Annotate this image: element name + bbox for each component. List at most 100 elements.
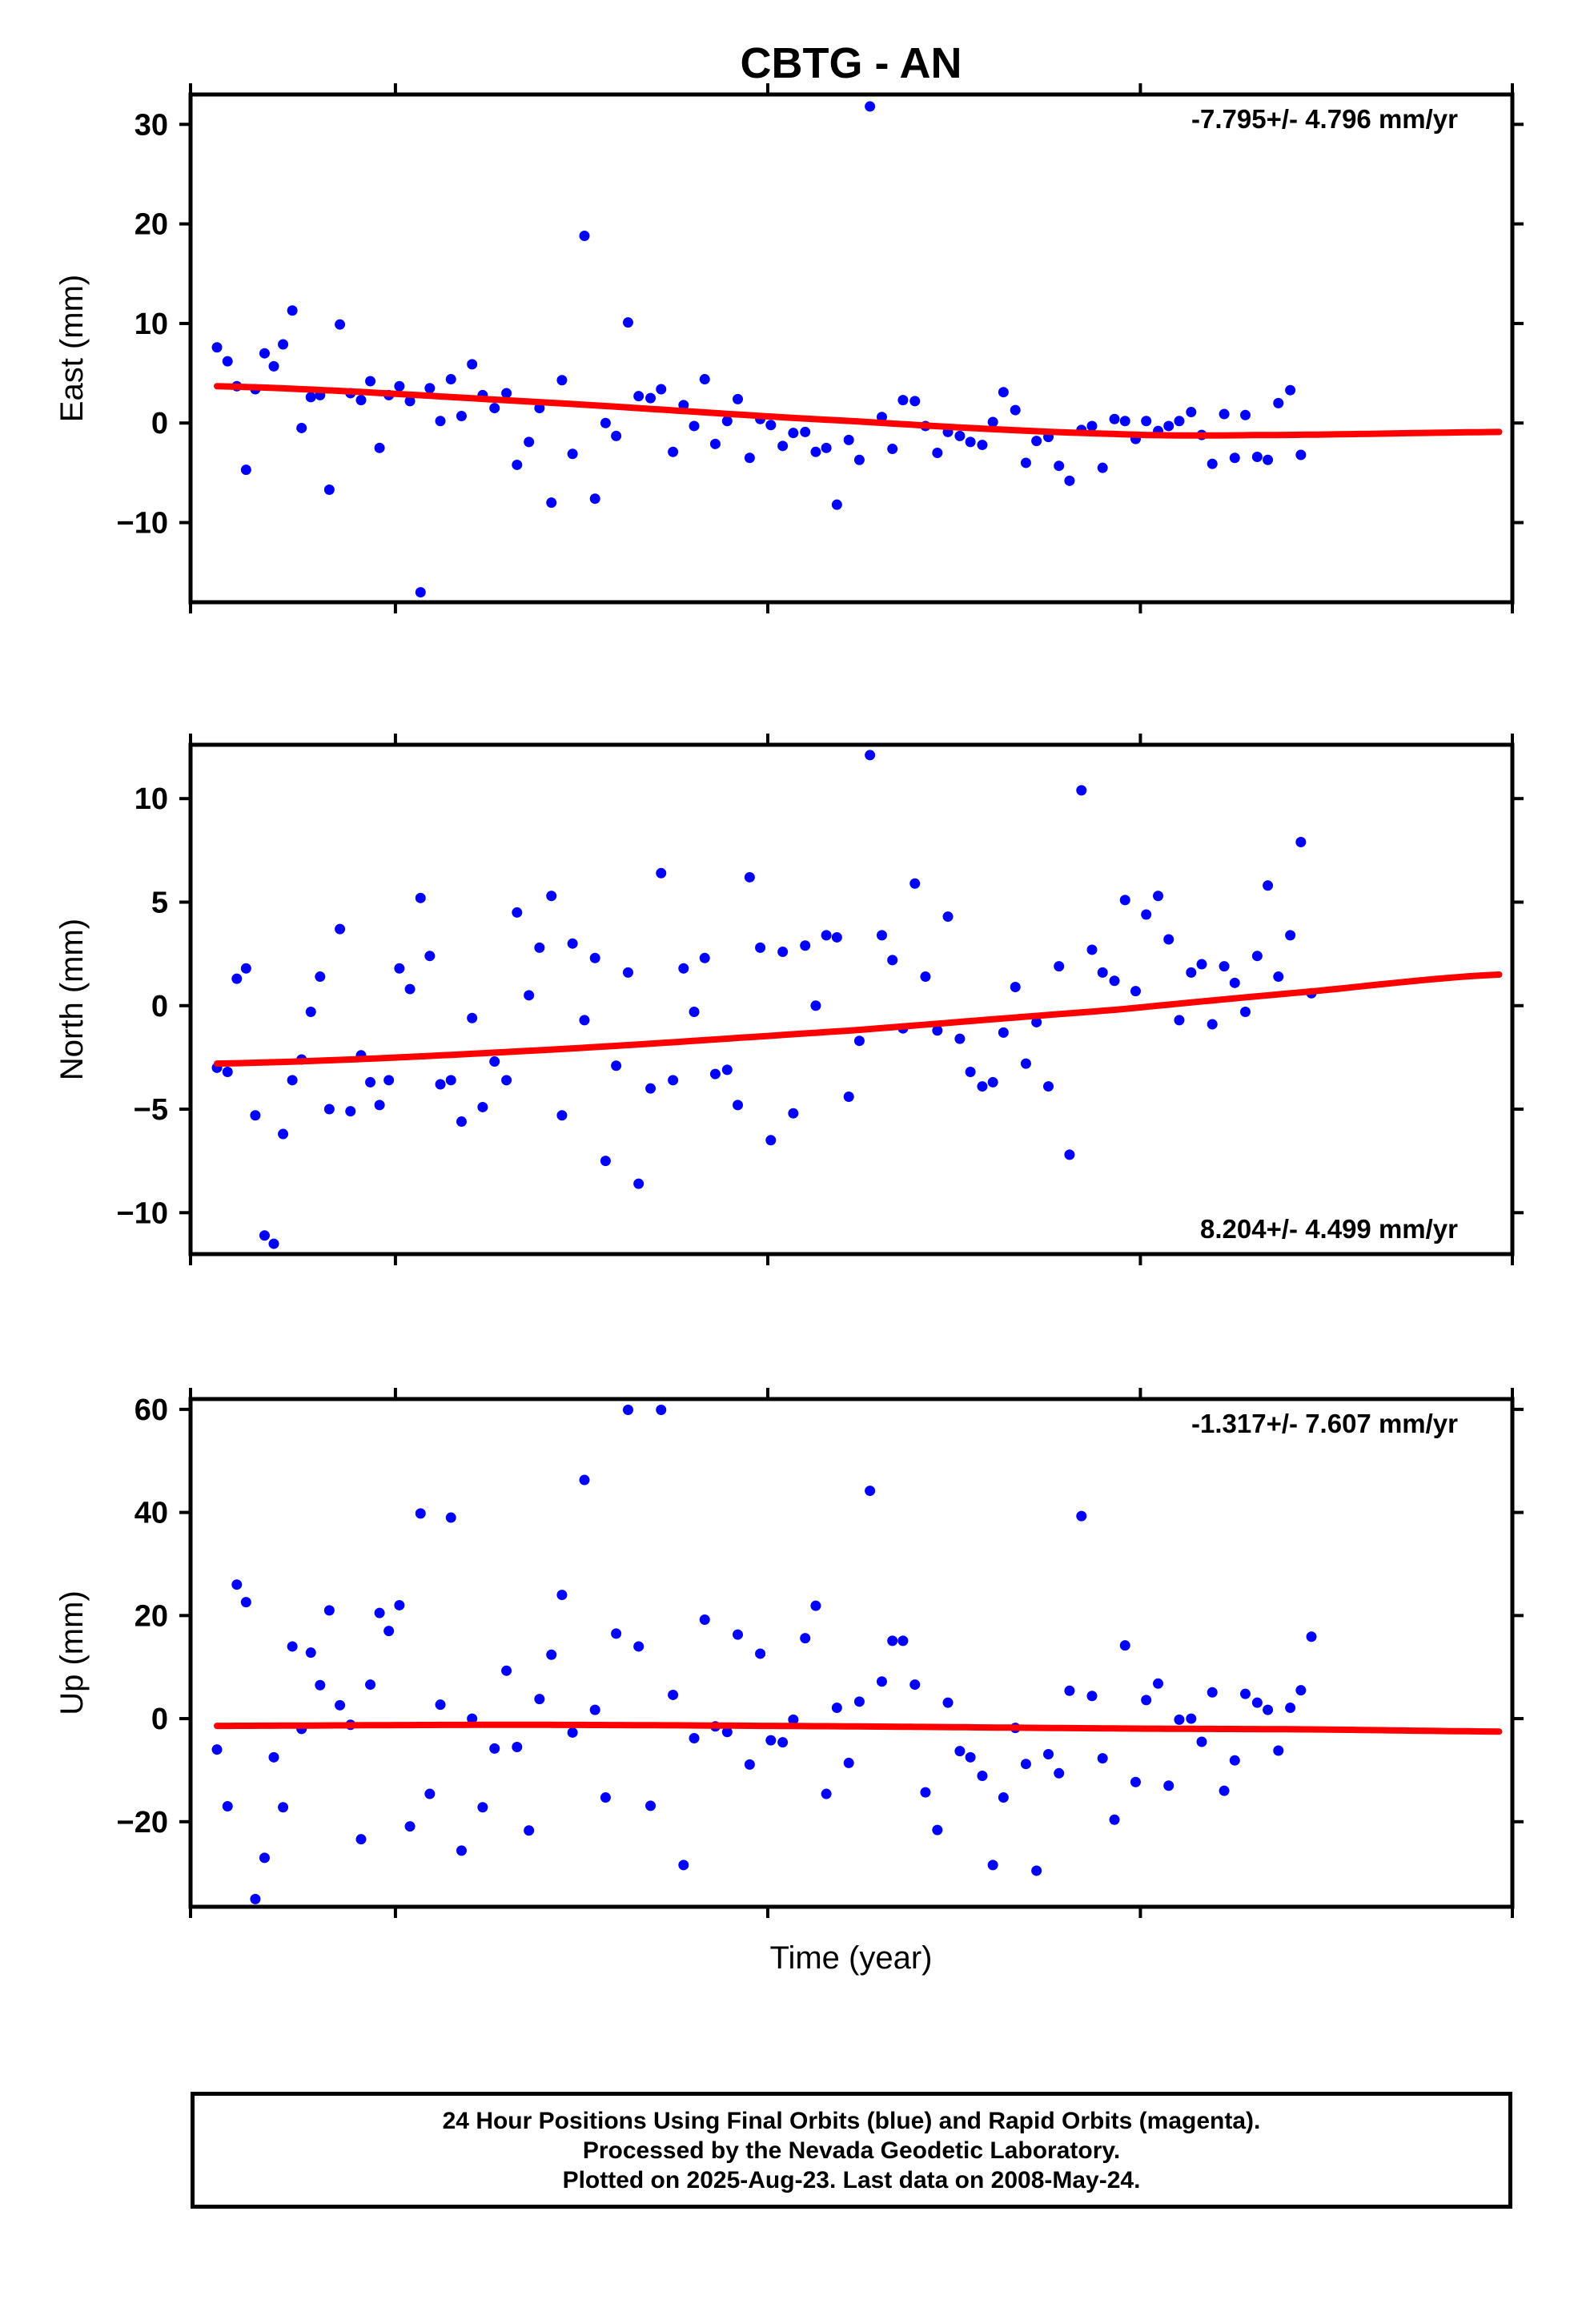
north-point (1042, 1081, 1054, 1092)
up-point (810, 1600, 821, 1611)
up-point (534, 1694, 545, 1705)
east-point (404, 396, 416, 407)
north-point (1295, 837, 1307, 848)
up-point (954, 1746, 966, 1757)
east-ytick-label-0: −10 (117, 507, 168, 541)
east-point (1097, 462, 1108, 473)
north-point (1174, 1015, 1185, 1026)
north-point (1196, 959, 1207, 970)
up-point (240, 1597, 251, 1608)
east-point (843, 434, 854, 445)
east-point (534, 403, 545, 414)
east-point (415, 587, 426, 598)
north-point (689, 1007, 700, 1018)
up-point (1064, 1685, 1075, 1696)
up-point (556, 1590, 568, 1601)
up-point (821, 1788, 832, 1799)
up-point (501, 1665, 512, 1676)
east-point (1186, 407, 1197, 418)
east-point (589, 493, 600, 505)
north-point (1086, 944, 1098, 955)
east-point (656, 384, 667, 395)
up-point (800, 1633, 811, 1644)
east-point (211, 342, 223, 353)
north-point (1130, 986, 1141, 997)
north-point (415, 892, 426, 903)
north-point (556, 1110, 568, 1121)
east-point (567, 448, 578, 460)
up-point (1086, 1691, 1098, 1702)
east-point (1119, 416, 1130, 427)
east-point (998, 387, 1009, 398)
up-point (721, 1727, 733, 1738)
east-point (645, 392, 656, 404)
north-point (668, 1075, 679, 1086)
east-point (335, 319, 346, 330)
north-point (222, 1066, 233, 1077)
east-ytick-label-3: 20 (135, 208, 168, 242)
east-point (622, 317, 633, 328)
north-point (965, 1066, 976, 1077)
east-point (524, 436, 535, 448)
up-point (477, 1802, 488, 1813)
east-point (365, 376, 376, 387)
north-point (335, 923, 346, 935)
panel-up: −20 0 20 40 60 Up (mm) -1.317+/- 7.607 mm/yr (54, 1388, 1524, 1918)
north-point (821, 930, 832, 941)
up-point (1239, 1688, 1251, 1699)
east-point (467, 359, 478, 370)
east-point (456, 411, 467, 422)
east-ytick-label-4: 30 (135, 108, 168, 142)
up-point (1186, 1713, 1197, 1724)
north-point (865, 750, 876, 761)
north-point (987, 1076, 998, 1088)
north-point (887, 955, 898, 966)
north-point (240, 963, 251, 974)
east-point (765, 420, 777, 431)
up-point (1042, 1748, 1054, 1759)
footer-line-2: Processed by the Nevada Geodetic Laborat… (582, 2137, 1121, 2164)
up-point (755, 1648, 766, 1659)
north-point (1163, 934, 1174, 945)
north-point (699, 952, 710, 963)
north-point (920, 971, 931, 983)
up-point (404, 1821, 416, 1832)
north-point (909, 878, 921, 889)
up-point (1163, 1780, 1174, 1791)
east-point (296, 422, 307, 433)
north-point (678, 963, 689, 974)
east-point (1064, 475, 1075, 486)
east-point (668, 446, 679, 457)
north-point (1207, 1019, 1218, 1030)
up-plot-frame (188, 1397, 1515, 1909)
east-point (1086, 420, 1098, 432)
east-point (1295, 449, 1307, 460)
north-point (622, 967, 633, 978)
up-point (1174, 1714, 1185, 1725)
north-point (456, 1116, 467, 1128)
north-point (876, 930, 887, 941)
east-point (1207, 458, 1218, 469)
north-point (744, 871, 755, 883)
up-point (567, 1727, 578, 1738)
north-point (1273, 971, 1284, 983)
up-point (668, 1689, 679, 1700)
north-point (788, 1108, 799, 1119)
east-point (831, 499, 842, 510)
up-point (456, 1845, 467, 1856)
panels: −10 0 10 20 30 East (mm) -7.795+/- 4.796 mm/yr… (54, 83, 1524, 1918)
east-point (810, 446, 821, 457)
up-point (211, 1744, 223, 1755)
north-point (1229, 977, 1240, 988)
north-point (345, 1106, 356, 1117)
north-point (600, 1156, 611, 1167)
north-point (231, 973, 243, 984)
east-point (1031, 436, 1042, 447)
east-point (611, 430, 622, 441)
east-point (897, 395, 909, 406)
up-point (965, 1751, 976, 1763)
panel-north: −10 −5 0 5 10 North (mm) 8.204+/- 4.499 mm/yr (54, 734, 1524, 1265)
up-point (415, 1508, 426, 1519)
north-point (709, 1068, 721, 1080)
up-point (699, 1614, 710, 1625)
